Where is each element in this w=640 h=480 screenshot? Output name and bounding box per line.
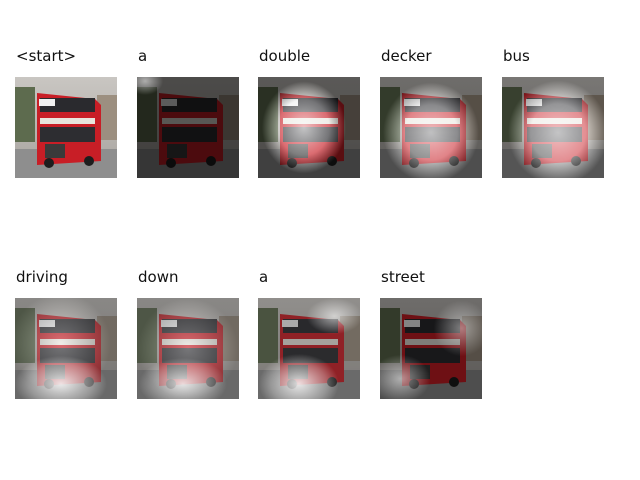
attention-image: [380, 77, 482, 178]
attention-image: [258, 298, 360, 399]
token-label: driving: [16, 268, 68, 286]
attention-image: [258, 77, 360, 178]
attention-image: [137, 298, 239, 399]
token-label: decker: [381, 47, 432, 65]
token-label: street: [381, 268, 425, 286]
attention-image: [502, 77, 604, 178]
attention-image: [15, 298, 117, 399]
token-label: double: [259, 47, 311, 65]
token-label: <start>: [16, 47, 77, 65]
token-label: down: [138, 268, 179, 286]
attention-image: [15, 77, 117, 178]
token-label: a: [259, 268, 269, 286]
token-label: a: [138, 47, 148, 65]
attention-image: [137, 77, 239, 178]
token-label: bus: [503, 47, 530, 65]
attention-image: [380, 298, 482, 399]
